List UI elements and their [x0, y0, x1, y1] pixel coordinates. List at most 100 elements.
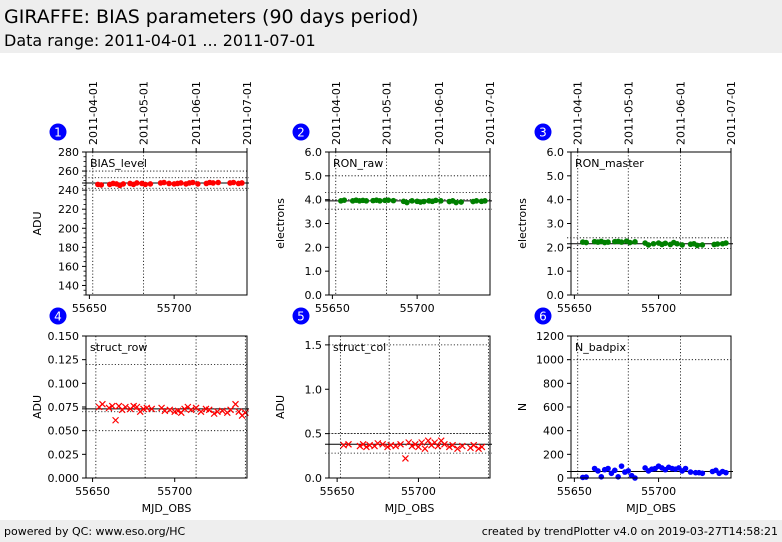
panel-3-badge [534, 123, 552, 141]
panel-3-badge-number: 3 [539, 126, 547, 140]
panel-5-data-point [379, 440, 387, 448]
panel-5-data-point [449, 441, 457, 449]
panel-1-data-point [166, 180, 172, 187]
panel-6-y-tick-label: 0 [557, 472, 564, 485]
panel-3-date-tick-label: 2011-05-01 [622, 81, 635, 145]
panel-6-data-point [625, 468, 632, 474]
panel-3-data-point [645, 242, 652, 248]
panel-5-y-tick-label: 0.5 [305, 428, 323, 441]
panel-5-data-point [441, 440, 448, 448]
panel-4-data-point [112, 416, 119, 424]
panel-6-data-point [699, 470, 706, 477]
panel-1-frame [85, 151, 248, 296]
panel-2-data-point [409, 198, 415, 204]
footer-generator: created by trendPlotter v4.0 on 2019-03-… [481, 525, 778, 538]
panel-2-data-point [363, 198, 370, 204]
panel-4-data-point [99, 400, 106, 408]
panel-1-badge [49, 123, 67, 141]
panel-4-y-tick-label: 0.075 [48, 401, 80, 414]
panel-3-y-tick-label: 1.0 [547, 265, 565, 278]
panel-2-frame [328, 151, 491, 296]
panel-5-data-point [434, 442, 442, 450]
panel-1-data-point [98, 182, 105, 188]
panel-1-data-point [120, 181, 127, 187]
panel-4-y-tick-label: 0.050 [48, 425, 80, 438]
panel-6-data-point [605, 465, 611, 472]
panel-5-data-point [402, 455, 409, 462]
panel-5-data-point [458, 442, 466, 450]
panel-4-x-tick-label: 55700 [157, 485, 192, 498]
panel-4-badge-number: 4 [54, 310, 62, 324]
panel-2-y-tick-label: 0.0 [305, 289, 323, 302]
panel-2-data-point [421, 198, 427, 205]
panel-6-data-point [682, 465, 689, 472]
panel-1-data-point [210, 180, 216, 186]
panel-3-data-point [618, 239, 625, 245]
panel-6-y-tick-label: 400 [543, 425, 564, 438]
panel-4-y-tick-label: 0.025 [48, 448, 80, 461]
panel-6-y-tick-label: 800 [543, 377, 564, 390]
panel-6-y-tick-label: 1000 [536, 354, 564, 367]
panel-5-y-tick-label: 1.5 [305, 339, 323, 352]
panel-2-date-tick-label: 2011-06-01 [433, 81, 446, 145]
panel-1-y-tick-label: 220 [58, 203, 79, 216]
panel-3-y-tick-label: 6.0 [547, 146, 565, 159]
panel-2-data-point [453, 199, 459, 206]
panel-6-data-point [583, 474, 589, 480]
panel-2-y-tick-label: 2.0 [305, 241, 323, 254]
page-title: GIRAFFE: BIAS parameters (90 days period… [4, 6, 419, 28]
panel-3-data-point [723, 240, 729, 246]
panel-4-data-point [227, 406, 234, 414]
panel-6-data-point [615, 474, 621, 480]
panel-2-date-tick-label: 2011-04-01 [330, 81, 343, 145]
panel-3-data-point [674, 240, 680, 247]
panel-4-y-tick-label: 0.100 [48, 377, 80, 390]
panel-4-data-point [218, 407, 226, 415]
panel-4-data-point [205, 406, 213, 414]
panel-4-data-point [210, 410, 218, 418]
panel-6-x-tick-label: 55650 [557, 485, 592, 498]
panel-2-y-tick-label: 1.0 [305, 265, 323, 278]
panel-3-y-tick-label: 5.0 [547, 170, 565, 183]
panel-3-date-tick-label: 2011-07-01 [725, 81, 738, 145]
panel-3-y-axis-label: electrons [516, 198, 529, 249]
panel-2-data-point [390, 197, 397, 204]
panel-5-data-point [424, 437, 432, 445]
panel-1-y-tick-label: 160 [58, 260, 79, 273]
footer-bar: powered by QC: www.eso.org/HC created by… [0, 520, 782, 542]
panel-4-data-point [133, 403, 141, 411]
panel-3-y-tick-label: 3.0 [547, 218, 565, 231]
panel-2-data-point [473, 198, 480, 204]
panel-4-data-point [122, 403, 129, 411]
panel-6-data-point [687, 469, 694, 475]
panel-1-y-tick-label: 140 [58, 279, 79, 292]
panel-4-data-point [108, 402, 116, 410]
panel-5-data-point [397, 440, 404, 448]
panel-2-data-point [385, 197, 392, 203]
panel-3-x-tick-label: 55700 [641, 302, 676, 315]
panel-2-y-tick-label: 6.0 [305, 146, 323, 159]
panel-1-date-tick-label: 2011-04-01 [87, 81, 100, 145]
panel-5-x-axis-label: MJD_OBS [385, 502, 435, 515]
panel-6-y-tick-label: 200 [543, 448, 564, 461]
panel-3-date-tick-label: 2011-04-01 [572, 81, 585, 145]
panel-1-y-tick-label: 240 [58, 184, 79, 197]
panel-6-badge [534, 307, 552, 325]
panel-5-data-point [415, 443, 422, 451]
panel-4-y-tick-label: 0.000 [48, 472, 80, 485]
panel-4-data-point [197, 408, 205, 416]
panel-5-data-point [362, 443, 370, 451]
panel-6-y-tick-label: 600 [543, 401, 564, 414]
panel-1-date-tick-label: 2011-07-01 [241, 81, 254, 145]
panel-3-data-point [694, 242, 701, 249]
panel-5-y-axis-label: ADU [274, 395, 287, 419]
panel-6-series-label: N_badpix [575, 341, 626, 354]
panel-1-y-axis-label: ADU [31, 211, 44, 235]
page-subtitle: Data range: 2011-04-01 ... 2011-07-01 [4, 31, 316, 50]
panel-6-y-tick-label: 1200 [536, 330, 564, 343]
panel-2-series-label: RON_raw [333, 157, 383, 170]
panel-2-data-point [341, 197, 348, 203]
panel-6-data-point [723, 469, 729, 476]
panel-5-data-point [445, 443, 453, 451]
